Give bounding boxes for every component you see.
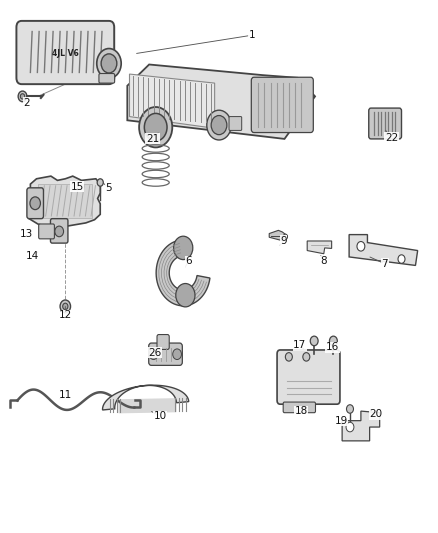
Text: 18: 18: [294, 406, 308, 416]
Circle shape: [303, 353, 310, 361]
FancyBboxPatch shape: [39, 224, 54, 239]
Circle shape: [20, 94, 25, 99]
FancyBboxPatch shape: [251, 77, 313, 133]
Polygon shape: [102, 385, 189, 410]
Circle shape: [329, 336, 337, 346]
Text: 2: 2: [24, 98, 30, 108]
Circle shape: [357, 241, 365, 251]
Text: 5: 5: [106, 183, 112, 193]
Polygon shape: [130, 74, 215, 128]
Circle shape: [55, 226, 64, 237]
FancyBboxPatch shape: [229, 117, 242, 131]
Text: 21: 21: [146, 134, 159, 144]
Circle shape: [18, 91, 27, 102]
Circle shape: [63, 303, 68, 310]
Text: 13: 13: [19, 229, 33, 239]
Circle shape: [283, 234, 288, 239]
FancyBboxPatch shape: [283, 402, 315, 413]
Text: 6: 6: [185, 256, 192, 266]
FancyBboxPatch shape: [369, 108, 402, 139]
Text: 17: 17: [293, 340, 307, 350]
Text: 22: 22: [385, 133, 398, 143]
Circle shape: [145, 114, 167, 141]
Circle shape: [139, 107, 172, 148]
Polygon shape: [29, 176, 100, 227]
Text: 26: 26: [148, 348, 161, 358]
Text: 10: 10: [153, 411, 166, 422]
Circle shape: [310, 336, 318, 346]
FancyBboxPatch shape: [99, 74, 115, 83]
Circle shape: [60, 300, 71, 313]
FancyBboxPatch shape: [149, 343, 182, 366]
Circle shape: [173, 349, 181, 360]
Text: 9: 9: [280, 236, 287, 246]
Circle shape: [97, 49, 121, 78]
Circle shape: [176, 284, 195, 307]
FancyBboxPatch shape: [27, 188, 43, 219]
FancyBboxPatch shape: [16, 21, 114, 84]
Polygon shape: [127, 64, 315, 139]
Polygon shape: [307, 241, 332, 254]
Polygon shape: [349, 235, 418, 265]
Circle shape: [346, 422, 354, 432]
Circle shape: [398, 255, 405, 263]
Text: 7: 7: [381, 259, 388, 269]
FancyBboxPatch shape: [277, 350, 340, 404]
Text: 4JL V6: 4JL V6: [52, 50, 79, 58]
Text: 20: 20: [370, 409, 383, 419]
Circle shape: [149, 349, 158, 360]
Circle shape: [30, 197, 40, 209]
Polygon shape: [38, 184, 92, 217]
Text: 1: 1: [248, 30, 255, 41]
Polygon shape: [269, 230, 287, 241]
Circle shape: [211, 116, 227, 135]
FancyBboxPatch shape: [157, 335, 169, 350]
Circle shape: [97, 179, 103, 186]
Circle shape: [173, 236, 193, 260]
Circle shape: [286, 353, 292, 361]
FancyBboxPatch shape: [50, 219, 68, 243]
Text: 16: 16: [326, 342, 339, 352]
Text: 12: 12: [59, 310, 72, 320]
Text: 15: 15: [71, 182, 84, 192]
Circle shape: [346, 405, 353, 413]
Text: 14: 14: [25, 251, 39, 261]
Circle shape: [101, 54, 117, 73]
Circle shape: [207, 110, 231, 140]
Polygon shape: [342, 411, 380, 441]
Polygon shape: [156, 240, 210, 306]
Text: 8: 8: [321, 256, 327, 266]
Text: 11: 11: [59, 390, 72, 400]
Text: 19: 19: [335, 416, 348, 426]
